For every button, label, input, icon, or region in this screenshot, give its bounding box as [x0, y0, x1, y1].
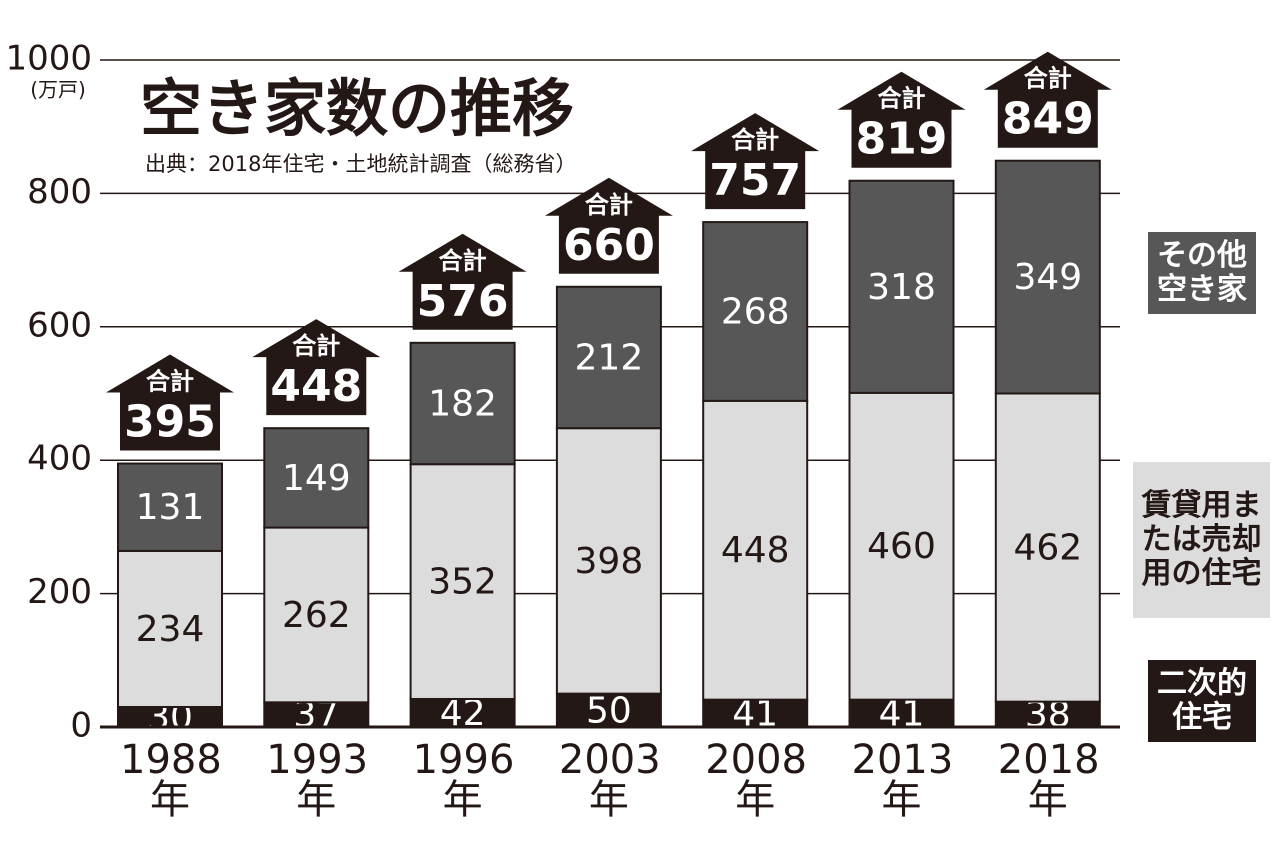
total-label: 849 — [1002, 94, 1094, 145]
total-house — [252, 319, 381, 416]
legend-entry: 賃貸用または売却用の住宅 — [1133, 462, 1270, 618]
bar-segment — [409, 341, 516, 466]
total-house — [983, 51, 1112, 148]
total-caption: 合計 — [439, 247, 487, 275]
bar-segment — [555, 427, 662, 695]
total-house — [106, 354, 234, 451]
value-label: 212 — [575, 337, 644, 378]
y-tick-label: 600 — [27, 305, 92, 345]
y-tick-label: 1000 — [5, 39, 92, 79]
y-tick-label: 800 — [27, 172, 92, 212]
value-label: 352 — [428, 562, 497, 603]
legend-entry: 二次的住宅 — [1148, 660, 1256, 742]
y-unit: (万戸) — [30, 78, 86, 102]
chart-subtitle: 出典：2018年住宅・土地統計調査（総務省） — [145, 152, 576, 176]
value-label: 131 — [136, 487, 205, 528]
total-house — [398, 233, 527, 330]
bar-segment — [702, 221, 809, 402]
bar-segment — [555, 692, 662, 729]
bar-segment — [848, 391, 955, 701]
total-label: 395 — [124, 397, 216, 448]
value-label: 50 — [586, 690, 632, 731]
total-caption: 合計 — [585, 191, 633, 219]
x-tick-label: 2003年 — [558, 737, 661, 823]
bar-segment — [409, 697, 516, 729]
total-label: 448 — [270, 361, 362, 412]
total-label: 576 — [417, 276, 509, 327]
total-label: 819 — [856, 114, 948, 165]
x-tick-label: 2008年 — [705, 737, 807, 823]
x-tick-label: 1996年 — [412, 737, 515, 823]
bar-segment — [555, 285, 662, 430]
x-tick-label: 2018年 — [997, 737, 1100, 823]
chart-title: 空き家数の推移 — [140, 72, 574, 145]
value-label: 448 — [721, 530, 790, 571]
x-tick-label: 2013年 — [851, 737, 954, 823]
bar-segment — [848, 698, 955, 729]
value-label: 460 — [867, 526, 936, 567]
value-label: 398 — [575, 541, 644, 582]
value-label: 262 — [282, 595, 351, 636]
bar-segment — [702, 698, 809, 729]
total-label: 757 — [709, 155, 801, 206]
value-label: 268 — [721, 291, 790, 332]
total-caption: 合計 — [292, 332, 340, 360]
value-label: 182 — [428, 384, 497, 425]
total-caption: 合計 — [731, 126, 779, 154]
total-house — [691, 113, 820, 210]
y-tick-label: 0 — [70, 706, 92, 746]
total-caption: 合計 — [1024, 65, 1072, 93]
y-tick-label: 200 — [27, 572, 92, 612]
bar-segment — [994, 159, 1101, 395]
value-label: 318 — [867, 267, 936, 308]
total-house — [837, 71, 966, 168]
value-label: 349 — [1013, 257, 1082, 298]
bar-segment — [848, 179, 955, 394]
x-tick-label: 1988年 — [120, 737, 222, 823]
bar-segment — [117, 462, 223, 552]
total-caption: 合計 — [146, 368, 194, 396]
value-label: 149 — [282, 458, 351, 499]
y-tick-label: 400 — [27, 439, 92, 479]
bar-segment — [117, 549, 223, 708]
total-house — [544, 177, 673, 274]
bar-segment — [994, 392, 1101, 703]
total-label: 660 — [563, 220, 655, 271]
total-caption: 合計 — [878, 85, 926, 113]
bar-segment — [263, 427, 370, 529]
x-tick-label: 1993年 — [266, 737, 369, 823]
value-label: 234 — [136, 609, 205, 650]
bar-segment — [409, 463, 516, 700]
legend-entry: その他空き家 — [1148, 232, 1256, 314]
value-label: 462 — [1013, 528, 1082, 569]
